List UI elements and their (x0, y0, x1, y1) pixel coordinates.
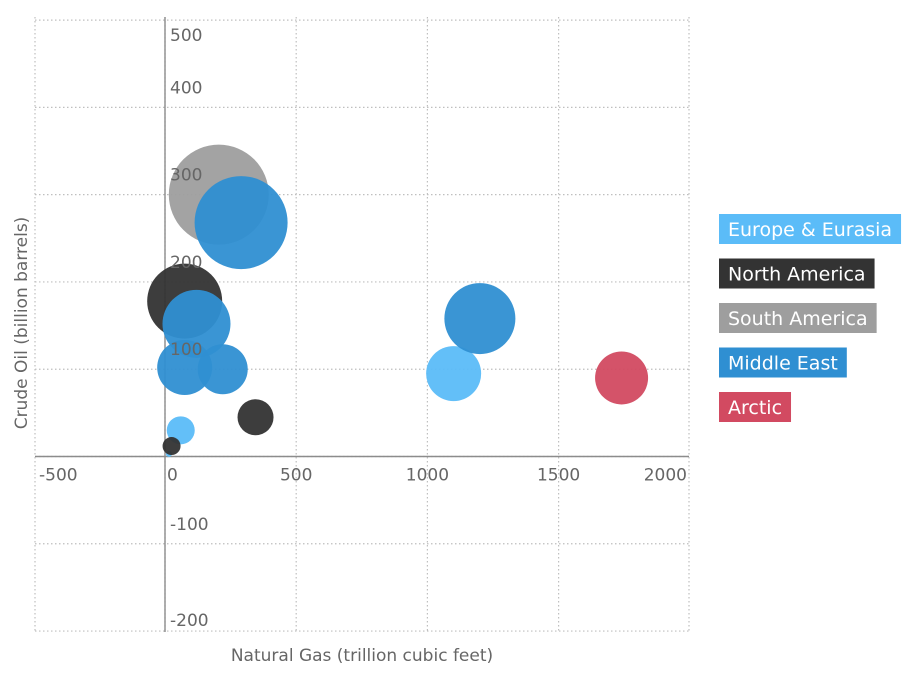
legend-item[interactable]: Arctic (719, 392, 792, 422)
bubble[interactable] (426, 346, 482, 402)
y-tick-label: 500 (170, 26, 202, 46)
bubble[interactable] (237, 399, 274, 436)
bubble[interactable] (595, 351, 649, 405)
legend-item[interactable]: Middle East (719, 347, 847, 378)
tick-labels: -500 0 500 1000 1500 2000 500 400 300 200 100 -100 -… (39, 26, 687, 631)
x-tick-label: 2000 (644, 466, 687, 486)
x-tick-label: -500 (39, 466, 78, 486)
x-tick-label: 1500 (537, 466, 580, 486)
bubble[interactable] (194, 176, 288, 270)
y-tick-label: -200 (170, 611, 209, 631)
legend-swatch (719, 258, 875, 289)
bubble[interactable] (157, 339, 213, 395)
legend-item[interactable]: Europe & Eurasia (719, 214, 902, 244)
bubbles (147, 144, 649, 457)
legend-item[interactable]: North America (719, 258, 875, 289)
legend-label: Arctic (728, 397, 782, 419)
y-axis-title: Crude Oil (billion barrels) (12, 217, 32, 430)
grid (34, 17, 690, 632)
y-tick-label: -100 (170, 515, 209, 535)
x-tick-label: 500 (280, 466, 312, 486)
bubble[interactable] (444, 283, 516, 355)
bubble[interactable] (162, 437, 181, 456)
y-tick-label: 300 (170, 166, 202, 186)
legend-swatch (719, 392, 792, 422)
legend-label: Europe & Eurasia (728, 219, 892, 241)
legend-label: South America (728, 308, 868, 330)
legend-swatch (719, 303, 877, 333)
legend: Europe & Eurasia North America South Ameri… (719, 214, 902, 422)
bubble[interactable] (197, 344, 248, 395)
y-tick-label: 100 (170, 340, 202, 360)
legend-item[interactable]: South America (719, 303, 877, 333)
x-axis-title: Natural Gas (trillion cubic feet) (231, 646, 493, 666)
y-tick-label: 200 (170, 253, 202, 273)
x-tick-label: 1000 (406, 466, 449, 486)
legend-label: Middle East (728, 353, 838, 375)
y-tick-label: 400 (170, 78, 202, 98)
legend-label: North America (728, 264, 866, 286)
legend-swatch (719, 347, 847, 378)
x-tick-label: 0 (167, 466, 178, 486)
axes (35, 17, 689, 632)
legend-swatch (719, 214, 902, 244)
